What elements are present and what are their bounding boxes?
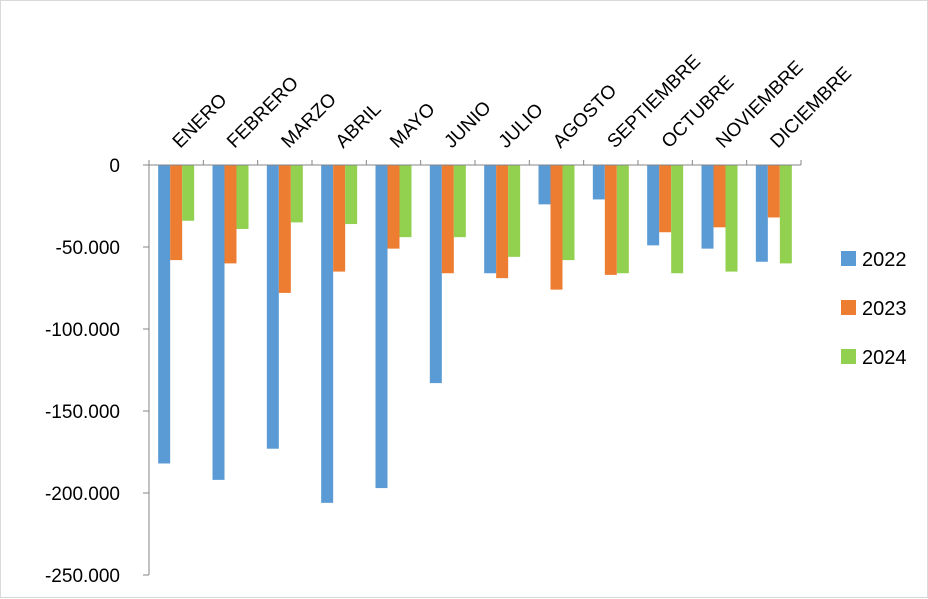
- bar-2024-abril: [345, 165, 358, 225]
- bar-2022-agosto: [538, 165, 551, 205]
- y-tick-label: -250.000: [45, 566, 120, 587]
- y-tick-label: -150.000: [45, 402, 120, 423]
- bar-2024-junio: [453, 165, 466, 238]
- bar-2024-febrero: [236, 165, 249, 229]
- bar-2022-enero: [158, 165, 171, 464]
- bar-2024-marzo: [290, 165, 303, 223]
- legend-swatch-2022: [841, 251, 856, 266]
- bar-2022-abril: [321, 165, 334, 503]
- bar-2023-marzo: [278, 165, 291, 293]
- bar-2023-agosto: [550, 165, 563, 290]
- bar-2022-marzo: [266, 165, 279, 449]
- bar-2022-mayo: [375, 165, 388, 489]
- category-label-julio: JULIO: [495, 100, 548, 153]
- category-label-mayo: MAYO: [386, 99, 439, 152]
- category-label-enero: ENERO: [169, 90, 232, 153]
- bar-2024-agosto: [562, 165, 575, 261]
- bar-2022-septiembre: [592, 165, 605, 200]
- legend-label-2024: 2024: [862, 347, 907, 369]
- bar-2023-noviembre: [713, 165, 726, 228]
- category-label-junio: JUNIO: [441, 97, 496, 152]
- bar-2022-noviembre: [701, 165, 714, 249]
- category-label-septiembre: SEPTIEMBRE: [604, 51, 705, 152]
- bar-2022-julio: [484, 165, 497, 274]
- legend-swatch-2024: [841, 349, 856, 364]
- bar-2023-junio: [441, 165, 454, 274]
- bar-2023-enero: [170, 165, 183, 261]
- bar-2022-febrero: [212, 165, 225, 480]
- bar-2024-mayo: [399, 165, 412, 238]
- bar-2022-diciembre: [755, 165, 768, 262]
- bar-2024-noviembre: [725, 165, 738, 272]
- bar-2023-febrero: [224, 165, 237, 264]
- bar-2022-octubre: [647, 165, 660, 246]
- y-tick-label: -100.000: [45, 320, 120, 341]
- bar-2024-enero: [182, 165, 195, 221]
- bar-2023-abril: [333, 165, 346, 272]
- bar-2024-julio: [508, 165, 521, 257]
- legend-label-2023: 2023: [862, 298, 907, 320]
- bar-2022-junio: [429, 165, 442, 384]
- bar-2024-octubre: [671, 165, 684, 274]
- legend-swatch-2023: [841, 300, 856, 315]
- y-tick-label: -50.000: [56, 238, 120, 259]
- bar-2023-julio: [496, 165, 509, 279]
- legend-label-2022: 2022: [862, 249, 907, 271]
- bar-2024-diciembre: [779, 165, 792, 264]
- category-label-abril: ABRIL: [332, 99, 386, 153]
- bar-2024-septiembre: [616, 165, 629, 274]
- bar-2023-octubre: [659, 165, 672, 233]
- bar-2023-mayo: [387, 165, 400, 249]
- bar-2023-septiembre: [604, 165, 617, 275]
- y-tick-label: 0: [109, 156, 120, 177]
- y-tick-label: -200.000: [45, 484, 120, 505]
- bar-2023-diciembre: [767, 165, 780, 218]
